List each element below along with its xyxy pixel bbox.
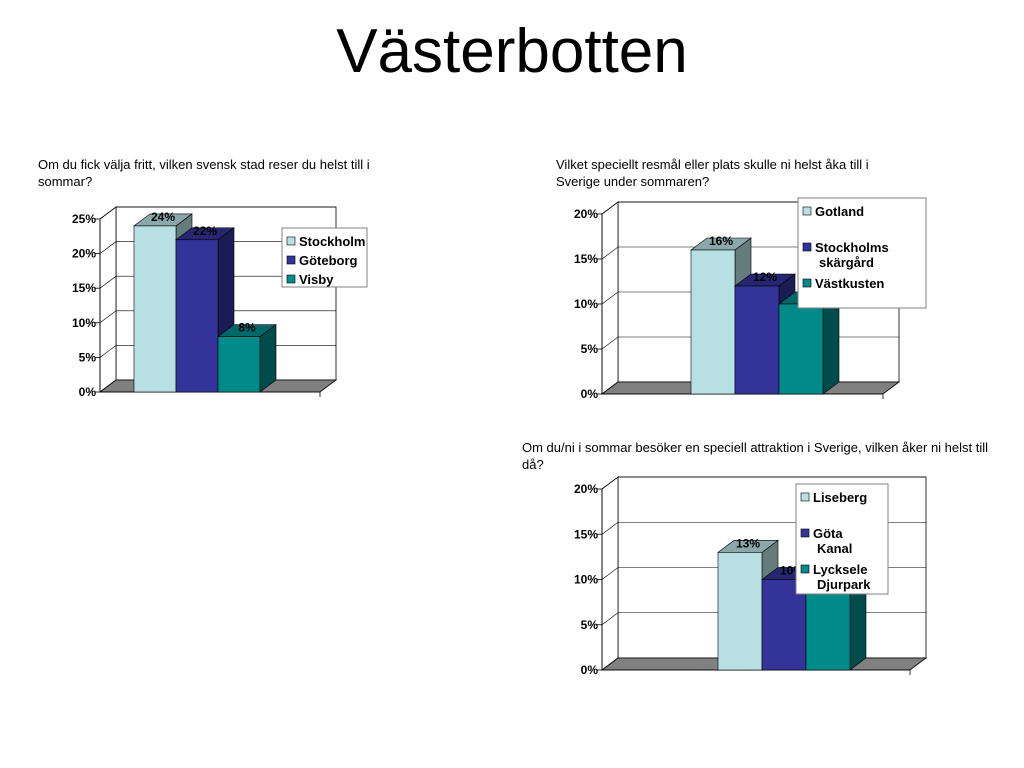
data-label: 22%	[193, 224, 217, 238]
bar	[217, 336, 261, 393]
bar	[734, 285, 780, 395]
y-tick-label: 5%	[79, 350, 97, 364]
plot-side-wall	[99, 206, 117, 393]
data-label: 13%	[736, 536, 760, 550]
gridline	[99, 206, 336, 220]
chart-3-question: Om du/ni i sommar besöker en speciell at…	[522, 440, 989, 472]
legend-swatch	[286, 274, 296, 284]
slide-title: Västerbotten	[336, 17, 688, 86]
data-label: 16%	[709, 234, 733, 248]
data-label: 12%	[753, 270, 777, 284]
legend-swatch	[802, 206, 812, 216]
legend-label: Djurpark	[817, 577, 871, 592]
gridline	[99, 241, 336, 254]
y-tick-label: 10%	[574, 297, 598, 311]
y-tick-label: 15%	[574, 527, 598, 541]
legend-label: Lycksele	[813, 562, 867, 577]
y-tick-label: 10%	[574, 573, 598, 587]
legend-swatch	[286, 255, 296, 265]
bar	[133, 225, 177, 393]
bar	[690, 249, 736, 395]
legend-label: Stockholms	[815, 240, 889, 255]
chart-1-question: Om du fick välja fritt, vilken svensk st…	[38, 157, 370, 189]
y-tick-label: 20%	[574, 207, 598, 221]
y-tick-label: 25%	[72, 212, 96, 226]
y-tick-label: 0%	[581, 663, 599, 677]
chart-2-question: Vilket speciellt resmål eller plats skul…	[556, 157, 869, 189]
legend-label: Liseberg	[813, 490, 867, 505]
legend-swatch	[800, 528, 810, 538]
bar	[717, 552, 763, 671]
legend-label: skärgård	[819, 255, 874, 270]
y-tick-label: 20%	[72, 247, 96, 261]
bar	[761, 579, 807, 671]
legend-label: Kanal	[817, 541, 852, 556]
legend-swatch	[286, 236, 296, 246]
legend-label: Visby	[299, 272, 334, 287]
y-tick-label: 15%	[574, 252, 598, 266]
y-tick-label: 20%	[574, 482, 598, 496]
bar	[778, 303, 824, 395]
legend-box	[795, 483, 889, 595]
y-tick-label: 5%	[581, 618, 599, 632]
legend-swatch	[800, 564, 810, 574]
y-tick-label: 0%	[581, 387, 599, 401]
y-tick-label: 10%	[72, 316, 96, 330]
chart-2: 0%5%10%15%20%16%12%10%GotlandStockholmss…	[574, 197, 927, 401]
legend-swatch	[802, 278, 812, 288]
legend-label: Västkusten	[815, 276, 884, 291]
legend-swatch	[800, 492, 810, 502]
y-tick-label: 15%	[72, 281, 96, 295]
chart-1: 0% 5% 10% 15% 20% 25% 24% 22% 8% Stockholm Götebor…	[72, 206, 368, 399]
legend-box	[281, 227, 368, 288]
y-tick-label: 0%	[79, 385, 97, 399]
chart-3: 0%5%10%15%20%13%10%10%LisebergGötaKanalL…	[574, 476, 928, 677]
y-tick-label: 5%	[581, 342, 599, 356]
legend-label: Göta	[813, 526, 843, 541]
legend-label: Gotland	[815, 204, 864, 219]
legend-box	[797, 197, 927, 309]
data-label: 24%	[151, 210, 175, 224]
gridline	[99, 275, 336, 289]
legend-label: Stockholm	[299, 234, 365, 249]
gridline	[601, 476, 926, 490]
data-label: 8%	[238, 321, 256, 335]
legend-swatch	[802, 242, 812, 252]
gridline	[99, 310, 336, 324]
legend-label: Göteborg	[299, 253, 358, 268]
bar	[175, 239, 219, 393]
